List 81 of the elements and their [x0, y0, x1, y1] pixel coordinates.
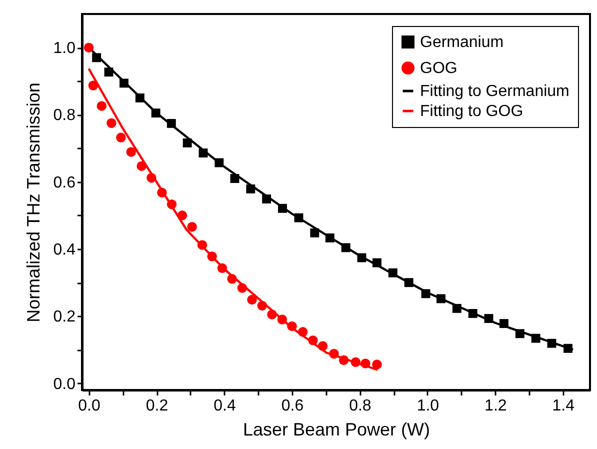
point: [360, 358, 370, 368]
x-axis-title: Laser Beam Power (W): [242, 420, 430, 440]
y-tick-label: 0.4: [53, 242, 76, 258]
x-tick-label: 0.0: [78, 398, 100, 414]
point: [329, 348, 339, 359]
point: [106, 118, 116, 128]
y-tick-label: 0.0: [53, 376, 76, 393]
point: [277, 314, 288, 324]
x-tick-label: 0.4: [214, 398, 236, 414]
point: [146, 172, 156, 183]
point: [310, 228, 320, 238]
point: [262, 194, 272, 204]
point: [88, 80, 98, 90]
point: [246, 184, 256, 194]
legend-label: Fitting to GOG: [420, 103, 524, 120]
point: [308, 335, 318, 346]
point: [341, 243, 350, 252]
point: [217, 263, 228, 273]
point: [298, 327, 308, 337]
x-tick-label: 0.8: [349, 398, 372, 414]
x-tick-label: 1.0: [416, 398, 440, 414]
x-tick-label: 0.6: [281, 398, 304, 414]
point: [436, 294, 446, 304]
point: [126, 147, 136, 157]
point: [96, 101, 107, 111]
point: [421, 289, 430, 298]
point: [278, 204, 287, 213]
point: [372, 360, 382, 370]
legend-label: GOG: [420, 60, 458, 77]
y-axis-title: Normalized THz Transmission: [23, 82, 44, 322]
point: [294, 213, 304, 222]
y-tick-label: 1.0: [53, 40, 76, 58]
y-tick-label: 0.6: [53, 174, 76, 192]
point: [287, 321, 297, 332]
point: [404, 278, 414, 288]
point: [350, 357, 361, 367]
legend-label: Germanium: [420, 34, 504, 51]
point: [136, 161, 146, 171]
point: [214, 158, 224, 168]
point: [468, 308, 478, 318]
point: [177, 210, 188, 220]
x-tick-label: 1.4: [552, 398, 575, 414]
point: [515, 329, 524, 338]
point: [338, 355, 349, 365]
point: [120, 78, 128, 88]
point: [166, 199, 177, 210]
point: [564, 344, 572, 353]
point: [151, 108, 160, 118]
point: [372, 258, 382, 268]
point: [207, 252, 217, 262]
point: [318, 341, 328, 351]
point: [267, 310, 277, 320]
point: [357, 253, 366, 262]
legend-label: Fitting to Germanium: [420, 83, 570, 100]
point: [84, 42, 94, 52]
point: [135, 93, 144, 102]
point: [500, 319, 508, 328]
point: [230, 174, 240, 183]
y-tick-label: 0.8: [53, 107, 76, 124]
point: [531, 334, 540, 343]
point: [197, 240, 208, 250]
point: [247, 294, 257, 305]
point: [388, 268, 398, 278]
point: [187, 222, 197, 232]
point: [257, 300, 268, 311]
point: [484, 314, 494, 323]
x-tick-label: 1.2: [484, 398, 507, 414]
point: [116, 132, 126, 142]
point: [237, 283, 248, 293]
point: [104, 68, 114, 77]
point: [325, 233, 334, 242]
point: [227, 274, 237, 284]
point: [182, 138, 192, 148]
x-tick-label: 0.2: [146, 398, 168, 414]
point: [157, 188, 167, 198]
y-tick-label: 0.2: [53, 308, 76, 326]
point: [166, 118, 176, 128]
point: [92, 53, 102, 62]
point: [452, 304, 462, 313]
point: [198, 148, 208, 158]
point: [547, 338, 556, 348]
